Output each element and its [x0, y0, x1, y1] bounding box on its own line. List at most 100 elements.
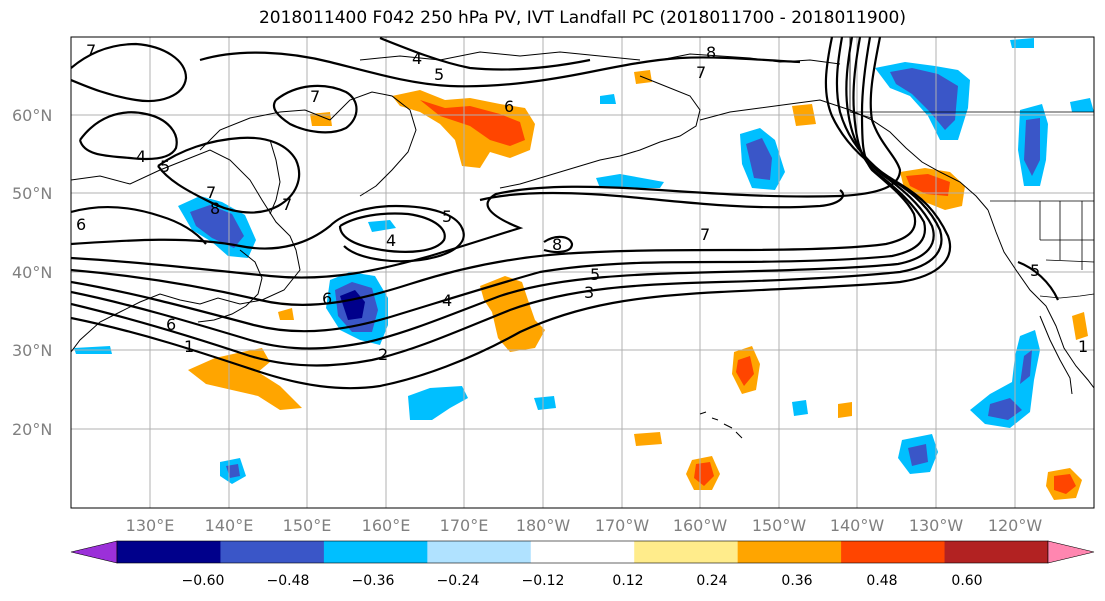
border-states — [1039, 201, 1094, 270]
colorbar-tick-label: −0.12 — [522, 573, 565, 589]
contour-label: 5 — [160, 157, 170, 176]
border-usa-mexico — [1039, 293, 1094, 299]
lon-tick-label: 160°E — [362, 516, 411, 535]
shading-hawaii-north-core — [736, 356, 754, 386]
shading-small-pos-1 — [634, 432, 662, 446]
lon-axis: 130°E 140°E 150°E 160°E 170°E 180°W 170°… — [126, 516, 1043, 535]
colorbar-tick-label: −0.36 — [352, 573, 395, 589]
contour-11 — [157, 136, 301, 214]
contour-label: 6 — [322, 289, 332, 308]
colorbar-swatches — [116, 540, 1049, 564]
shading-small-neg-5 — [368, 220, 396, 232]
coast-north-america-west — [987, 209, 1094, 389]
contour-label: 8 — [552, 235, 562, 254]
contour-label: 6 — [166, 315, 176, 334]
shading-central-pacific — [480, 276, 545, 352]
colorbar-tick-label: −0.60 — [182, 573, 225, 589]
coastlines — [71, 51, 1094, 439]
shading-small-neg-6 — [1070, 98, 1094, 112]
colorbar-tick-labels: −0.60 −0.48 −0.36 −0.24 −0.12 0.12 0.24 … — [182, 573, 983, 589]
contour-label: 2 — [378, 345, 388, 364]
coast-japan — [197, 249, 263, 323]
contour-label: 7 — [86, 41, 96, 60]
lon-tick-label: 170°W — [595, 516, 650, 535]
contour-10 — [78, 111, 178, 161]
colorbar-swatch — [944, 541, 1049, 563]
shading-pacific-northwest-core — [906, 174, 950, 196]
colorbar-tick-label: −0.48 — [267, 573, 310, 589]
colorbar-swatch — [323, 541, 428, 563]
lat-axis: 60°N 50°N 40°N 30°N 20°N — [12, 106, 52, 439]
contour-14 — [199, 51, 801, 88]
contour-18 — [1017, 260, 1060, 301]
contour-3 — [71, 37, 935, 350]
contour-12 — [272, 84, 358, 134]
contour-label: 7 — [700, 225, 710, 244]
colorbar-swatch — [530, 541, 635, 563]
lon-tick-label: 130°W — [909, 516, 964, 535]
shading-small-neg-8 — [600, 94, 616, 104]
contour-8 — [338, 212, 446, 253]
colorbar-tick-label: 0.24 — [696, 573, 727, 589]
contour-label: 7 — [310, 87, 320, 106]
shading-japan-core — [190, 205, 244, 248]
shading-baja — [970, 330, 1040, 428]
colorbar-tick-label: 0.60 — [951, 573, 982, 589]
contour-label: 5 — [1030, 261, 1040, 280]
shading-small-neg-2 — [534, 396, 556, 410]
lat-tick-label: 60°N — [12, 106, 52, 125]
contour-13 — [71, 42, 188, 103]
shading-small-neg-3 — [792, 400, 808, 416]
colorbar-swatch — [427, 541, 532, 563]
shading-alaska-mid-core — [746, 138, 772, 180]
colorbar-tick-label: 0.36 — [781, 573, 812, 589]
lat-tick-label: 20°N — [12, 420, 52, 439]
lon-tick-label: 160°W — [673, 516, 728, 535]
shading-hawaii-south-core — [694, 462, 714, 486]
coast-okhotsk — [199, 109, 331, 151]
contour-label-layer: 7 4 5 6 7 8 5 7 4 5 6 7 8 4 5 7 5 4 3 2 … — [76, 41, 1088, 364]
contour-5 — [71, 37, 917, 306]
coast-alaska-north — [659, 53, 841, 65]
borders — [849, 37, 1094, 299]
contour-6 — [71, 37, 902, 279]
colorbar-extend-low — [70, 540, 118, 564]
lat-tick-label: 30°N — [12, 341, 52, 360]
shading-far-east-pos-core — [1054, 474, 1076, 494]
colorbar-tick-label: 0.12 — [612, 573, 643, 589]
contour-label: 7 — [206, 183, 216, 202]
contour-label: 5 — [590, 265, 600, 284]
contour-label: 1 — [1078, 337, 1088, 356]
contour-16 — [479, 189, 845, 209]
pv-contours — [71, 37, 1060, 390]
colorbar-swatch — [634, 541, 739, 563]
shading-subtropical-west — [188, 348, 302, 410]
colorbar-tick-label: 0.48 — [866, 573, 897, 589]
coast-baja — [1039, 315, 1073, 395]
contour-label: 6 — [76, 215, 86, 234]
lon-tick-label: 140°W — [830, 516, 885, 535]
contour-label: 1 — [184, 337, 194, 356]
coast-kamchatka — [329, 91, 417, 197]
shading-small-neg-7 — [1010, 38, 1034, 48]
contour-label: 6 — [504, 97, 514, 116]
colorbar-extend-high — [1047, 540, 1095, 564]
contour-9 — [71, 205, 207, 245]
contour-label: 3 — [584, 283, 594, 302]
shading-baja-core2 — [988, 398, 1022, 420]
contour-15 — [379, 37, 591, 71]
lon-tick-label: 120°W — [988, 516, 1043, 535]
shading-kuril-core — [420, 100, 525, 146]
lon-tick-label: 150°W — [752, 516, 807, 535]
coast-siberia-north — [359, 51, 641, 61]
lon-tick-label: 140°E — [205, 516, 254, 535]
colorbar-swatch — [737, 541, 842, 563]
lon-tick-label: 180°W — [516, 516, 571, 535]
shading-west-subtrop-neg — [408, 386, 468, 420]
contour-label: 8 — [706, 43, 716, 62]
shading-baja-core — [1020, 350, 1032, 384]
shading-bc-coast-core — [1024, 118, 1040, 176]
lon-tick-label: 130°E — [126, 516, 175, 535]
shading-small-pos-3 — [278, 308, 294, 320]
